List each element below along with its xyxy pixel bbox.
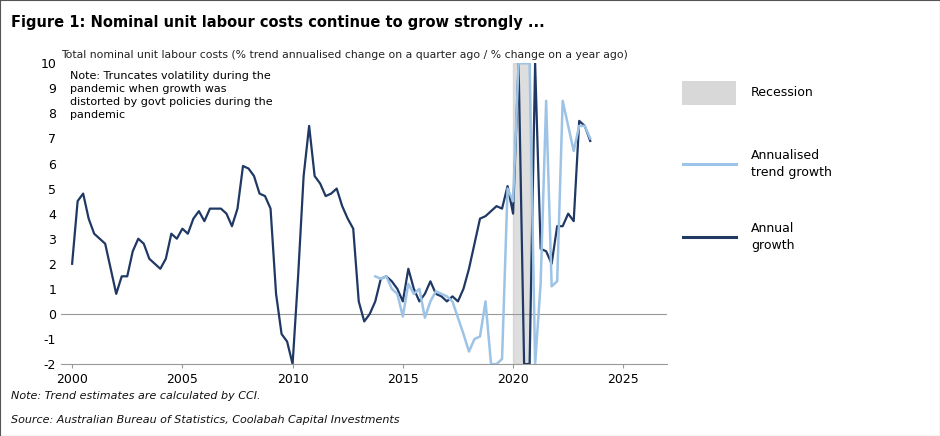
Text: Figure 1: Nominal unit labour costs continue to grow strongly ...: Figure 1: Nominal unit labour costs cont… <box>11 15 545 31</box>
Text: Recession: Recession <box>751 86 814 99</box>
Text: Annual
growth: Annual growth <box>751 222 794 252</box>
FancyBboxPatch shape <box>682 81 736 105</box>
Text: Note: Truncates volatility during the
pandemic when growth was
distorted by govt: Note: Truncates volatility during the pa… <box>70 71 273 120</box>
Text: Annualised
trend growth: Annualised trend growth <box>751 149 832 179</box>
Bar <box>513 63 529 364</box>
Text: Total nominal unit labour costs (% trend annualised change on a quarter ago / % : Total nominal unit labour costs (% trend… <box>61 50 628 60</box>
Text: Note: Trend estimates are calculated by CCI.: Note: Trend estimates are calculated by … <box>11 391 260 401</box>
Text: Source: Australian Bureau of Statistics, Coolabah Capital Investments: Source: Australian Bureau of Statistics,… <box>11 415 399 425</box>
